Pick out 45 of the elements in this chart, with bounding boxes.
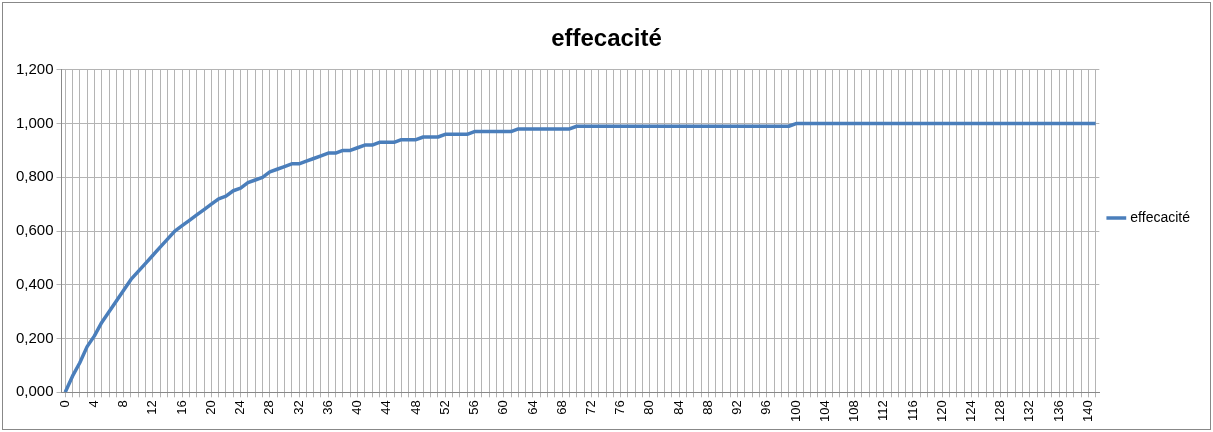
x-tick-label: 72 bbox=[582, 400, 598, 415]
x-tick-label: 92 bbox=[729, 400, 745, 415]
x-tick-label: 64 bbox=[524, 400, 540, 415]
x-tick-label: 120 bbox=[933, 400, 949, 423]
x-tick-label: 28 bbox=[261, 400, 277, 415]
legend-label: effecacité bbox=[1130, 208, 1191, 225]
x-tick-label: 44 bbox=[378, 400, 394, 415]
x-tick-label: 116 bbox=[904, 400, 920, 422]
x-tick-label: 32 bbox=[290, 400, 306, 415]
x-tick-label: 56 bbox=[466, 400, 482, 415]
x-tick-label: 40 bbox=[349, 400, 365, 415]
x-tick-label: 0 bbox=[56, 400, 72, 408]
x-tick-label: 124 bbox=[963, 400, 979, 423]
x-tick-label: 96 bbox=[758, 400, 774, 415]
x-tick-label: 68 bbox=[553, 400, 569, 415]
x-tick-label: 140 bbox=[1079, 400, 1095, 423]
y-tick-label: 0,200 bbox=[15, 328, 54, 346]
x-tick-label: 132 bbox=[1021, 400, 1037, 423]
x-tick-label: 48 bbox=[407, 400, 423, 415]
x-tick-label: 76 bbox=[612, 400, 628, 415]
x-tick-label: 80 bbox=[641, 400, 657, 415]
x-tick-label: 128 bbox=[992, 400, 1008, 423]
y-tick-label: 1,000 bbox=[15, 113, 54, 131]
y-tick-label: 1,200 bbox=[15, 59, 54, 77]
x-tick-label: 100 bbox=[787, 400, 803, 423]
x-tick-label: 84 bbox=[670, 400, 686, 415]
x-tick-label: 20 bbox=[202, 400, 218, 415]
x-tick-label: 88 bbox=[699, 400, 715, 415]
x-tick-label: 36 bbox=[319, 400, 335, 415]
y-tick-label: 0,800 bbox=[15, 167, 54, 185]
x-tick-label: 108 bbox=[846, 400, 862, 423]
y-tick-label: 0,000 bbox=[15, 382, 54, 400]
x-tick-label: 136 bbox=[1050, 400, 1066, 423]
x-tick-label: 8 bbox=[115, 400, 131, 408]
x-tick-label: 112 bbox=[875, 400, 891, 422]
x-tick-label: 104 bbox=[816, 400, 832, 423]
y-tick-label: 0,400 bbox=[15, 274, 54, 292]
x-tick-label: 4 bbox=[86, 400, 101, 408]
y-tick-label: 0,600 bbox=[15, 221, 54, 239]
x-tick-label: 24 bbox=[232, 400, 248, 415]
x-tick-label: 52 bbox=[436, 400, 452, 415]
x-tick-label: 16 bbox=[173, 400, 189, 415]
chart-title: effecacité bbox=[551, 24, 662, 52]
x-tick-label: 12 bbox=[144, 400, 160, 415]
x-tick-label: 60 bbox=[495, 400, 511, 415]
